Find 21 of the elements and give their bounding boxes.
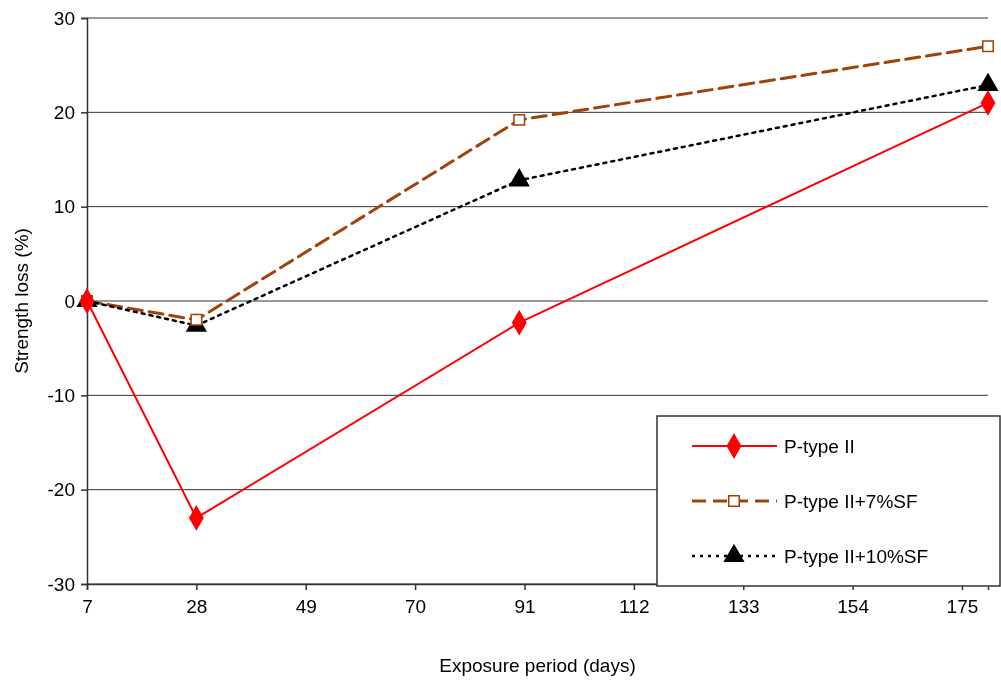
y-tick-label: 0 [64, 290, 75, 312]
y-tick-label: 30 [53, 7, 75, 29]
x-tick-label: 91 [514, 596, 536, 618]
x-tick-label: 112 [619, 596, 650, 618]
y-tick-label: -30 [47, 573, 75, 595]
y-tick-label: -10 [47, 384, 75, 406]
x-tick-label: 133 [727, 596, 760, 618]
x-tick-label: 70 [405, 596, 427, 618]
x-axis-title: Exposure period (days) [439, 655, 636, 676]
y-tick-label: 10 [53, 196, 75, 218]
legend-label: P-type II [784, 436, 855, 457]
x-tick-label: 49 [295, 596, 317, 618]
x-tick-label: 175 [946, 596, 979, 618]
x-tick-label: 28 [186, 596, 208, 618]
y-tick-label: 20 [53, 101, 75, 123]
legend-label: P-type II+10%SF [784, 546, 929, 567]
legend-label: P-type II+7%SF [784, 491, 918, 512]
x-tick-label: 154 [837, 596, 870, 618]
y-axis-title: Strength loss (%) [11, 228, 32, 374]
y-tick-label: -20 [47, 479, 75, 501]
x-tick-label: 7 [82, 596, 93, 618]
